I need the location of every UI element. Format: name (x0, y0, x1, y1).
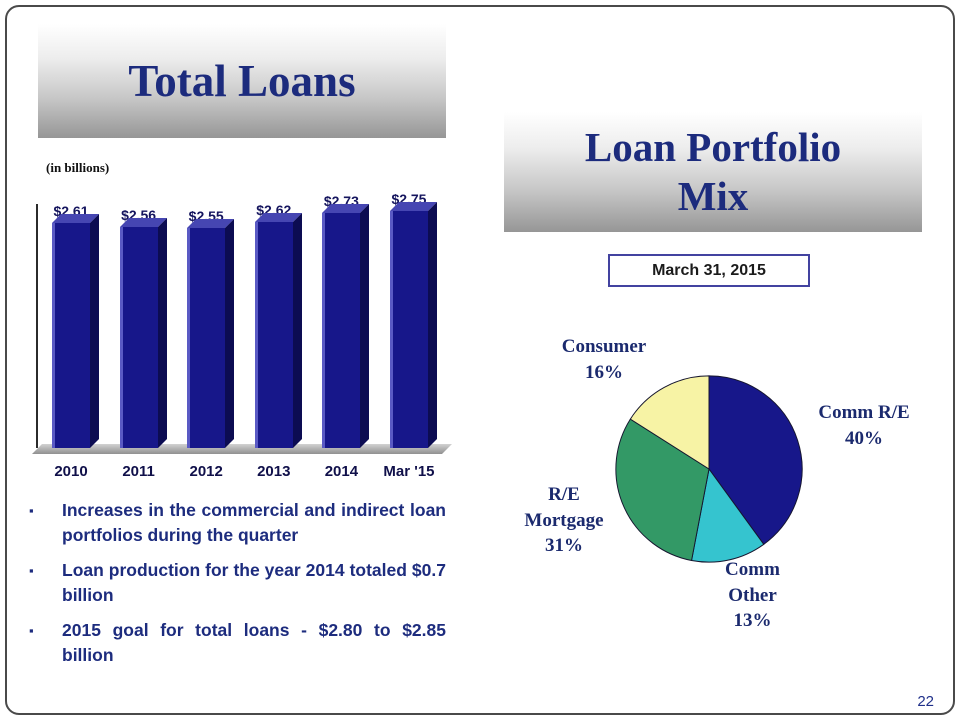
loan-portfolio-mix-title-banner: Loan Portfolio Mix (504, 112, 922, 232)
slide-border (5, 5, 955, 715)
as-of-date-box: March 31, 2015 (608, 254, 810, 287)
pie-label-comm-re-pct: 40% (845, 427, 883, 449)
bar-mar15 (389, 211, 428, 448)
pie-label-re-mortgage-line1: R/E (548, 484, 580, 505)
pie-label-comm-other: Comm Other 13% (690, 557, 815, 634)
x-axis-labels: 2010 2011 2012 2013 2014 Mar '15 (40, 463, 440, 480)
bullet-text-3: 2015 goal for total loans - $2.80 to $2.… (62, 619, 446, 665)
bar-group-2012: $2.55 (175, 208, 237, 448)
pie-slice-comm-other (690, 467, 765, 563)
y-axis-line (36, 204, 38, 448)
bar-group-mar15: $2.75 (378, 191, 440, 448)
pie-label-consumer-name: Consumer (561, 336, 647, 357)
bar-2014 (322, 213, 361, 448)
x-label-mar15: Mar '15 (383, 463, 435, 480)
pie-label-comm-other-pct: 13% (733, 610, 772, 632)
bar-group-2013: $2.62 (243, 202, 305, 448)
pie-label-re-mortgage-line2: Mortgage (524, 509, 604, 531)
list-item: ▪ 2015 goal for total loans - $2.80 to $… (26, 618, 446, 669)
bullet-list: ▪ Increases in the commercial and indire… (26, 498, 446, 677)
pie-label-comm-re-name: Comm R/E (818, 402, 910, 423)
pie-label-comm-other-line1: Comm (725, 559, 780, 580)
chart-floor (32, 444, 452, 454)
x-label-2010: 2010 (54, 463, 88, 480)
as-of-date: March 31, 2015 (652, 261, 766, 279)
loan-portfolio-pie-chart (615, 375, 803, 563)
bullet-text-2: Loan production for the year 2014 totale… (62, 559, 446, 606)
x-label-2014: 2014 (324, 463, 359, 480)
bar-series: $2.61 $2.56 $2.55 $2.62 $2.73 $2.75 (40, 190, 440, 448)
list-item: ▪ Loan production for the year 2014 tota… (26, 558, 446, 609)
bar-2012 (187, 228, 226, 448)
bar-2011 (119, 227, 158, 448)
pie-label-re-mortgage: R/E Mortgage 31% (498, 482, 630, 559)
pie-slice-comm-r-e (708, 375, 803, 546)
bullet-square-icon: ▪ (29, 562, 34, 578)
units-label: (in billions) (46, 160, 110, 175)
loan-portfolio-mix-title: Loan Portfolio Mix (585, 123, 841, 221)
pie-label-comm-other-line2: Other (728, 584, 777, 606)
bar-group-2010: $2.61 (40, 203, 102, 448)
bar-group-2014: $2.73 (310, 193, 372, 448)
bullet-square-icon: ▪ (29, 503, 34, 518)
total-loans-title-banner: Total Loans (38, 24, 446, 138)
title-line-2: Mix (677, 173, 749, 219)
bullet-text-1: Increases in the commercial and indirect… (62, 500, 446, 546)
pie-label-consumer-pct: 16% (585, 361, 623, 383)
pie-slice-consumer (629, 375, 710, 470)
pie-label-re-mortgage-pct: 31% (545, 535, 583, 557)
pie-label-comm-re: Comm R/E 40% (788, 400, 940, 451)
bar-group-2011: $2.56 (108, 207, 170, 448)
bar-2010 (52, 223, 90, 448)
x-label-2013: 2013 (257, 463, 291, 480)
bullet-square-icon: ▪ (29, 622, 34, 638)
total-loans-title: Total Loans (128, 56, 356, 106)
page-number: 22 (917, 693, 934, 710)
x-label-2011: 2011 (122, 463, 155, 480)
x-label-2012: 2012 (189, 463, 223, 480)
pie-label-consumer: Consumer 16% (518, 334, 690, 385)
list-item: ▪ Increases in the commercial and indire… (26, 498, 446, 549)
title-line-1: Loan Portfolio (584, 123, 842, 170)
bar-2013 (254, 222, 293, 448)
total-loans-bar-chart: $2.61 $2.56 $2.55 $2.62 $2.73 $2.75 (28, 190, 456, 482)
